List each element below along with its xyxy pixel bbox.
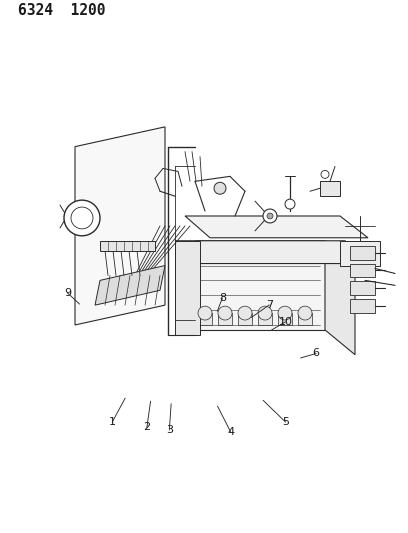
Polygon shape bbox=[278, 313, 292, 325]
Text: 2: 2 bbox=[143, 422, 151, 432]
Circle shape bbox=[64, 200, 100, 236]
Text: 7: 7 bbox=[266, 300, 273, 310]
Circle shape bbox=[214, 182, 226, 194]
Text: 1: 1 bbox=[109, 417, 116, 427]
Polygon shape bbox=[320, 181, 340, 196]
Circle shape bbox=[198, 306, 212, 320]
Text: 9: 9 bbox=[64, 288, 71, 298]
Polygon shape bbox=[198, 313, 212, 325]
Circle shape bbox=[238, 306, 252, 320]
Polygon shape bbox=[238, 313, 252, 325]
Text: 6324  1200: 6324 1200 bbox=[18, 3, 106, 18]
Text: 8: 8 bbox=[219, 293, 226, 303]
Circle shape bbox=[71, 207, 93, 229]
Polygon shape bbox=[175, 241, 375, 263]
Circle shape bbox=[321, 171, 329, 179]
Circle shape bbox=[298, 306, 312, 320]
Circle shape bbox=[218, 306, 232, 320]
Polygon shape bbox=[195, 241, 325, 330]
Text: 10: 10 bbox=[279, 317, 293, 327]
Circle shape bbox=[267, 213, 273, 219]
Text: 5: 5 bbox=[282, 417, 289, 427]
Polygon shape bbox=[350, 299, 375, 313]
Polygon shape bbox=[325, 241, 355, 354]
Polygon shape bbox=[350, 246, 375, 260]
Polygon shape bbox=[175, 241, 200, 335]
Polygon shape bbox=[95, 265, 165, 305]
Polygon shape bbox=[195, 241, 355, 265]
Polygon shape bbox=[350, 281, 375, 295]
Circle shape bbox=[263, 209, 277, 223]
Circle shape bbox=[285, 199, 295, 209]
Polygon shape bbox=[75, 127, 165, 325]
Polygon shape bbox=[350, 263, 375, 277]
Text: 4: 4 bbox=[227, 426, 234, 437]
Polygon shape bbox=[258, 313, 272, 325]
Text: 3: 3 bbox=[166, 425, 173, 435]
Polygon shape bbox=[298, 313, 312, 325]
Polygon shape bbox=[185, 216, 368, 238]
Polygon shape bbox=[218, 313, 232, 325]
Circle shape bbox=[278, 306, 292, 320]
Circle shape bbox=[258, 306, 272, 320]
Polygon shape bbox=[100, 241, 155, 251]
Polygon shape bbox=[340, 241, 380, 265]
Text: 6: 6 bbox=[313, 349, 320, 359]
